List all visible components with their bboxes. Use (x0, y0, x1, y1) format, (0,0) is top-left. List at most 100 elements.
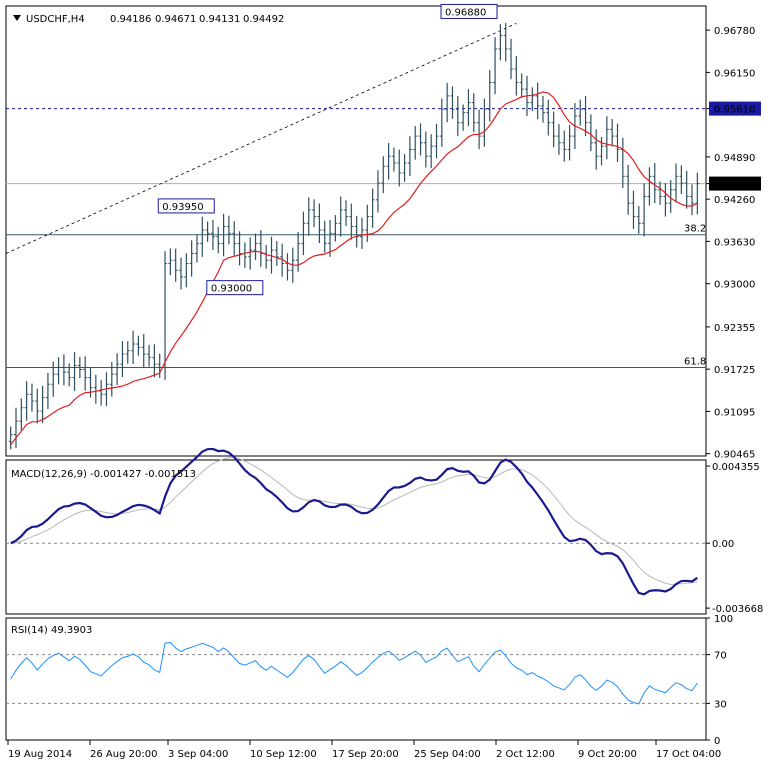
price-tick-label: 0.90465 (714, 450, 755, 461)
macd-signal-line (10, 457, 698, 585)
price-bar (391, 147, 396, 172)
x-tick-label: 2 Oct 12:00 (496, 749, 555, 760)
price-bar (338, 196, 343, 237)
svg-text:0.96880: 0.96880 (445, 7, 486, 18)
price-bar (13, 407, 18, 448)
price-bar (29, 383, 34, 412)
price-bar (24, 381, 29, 421)
price-bar (168, 248, 173, 276)
x-tick-label: 17 Sep 20:00 (332, 749, 399, 760)
price-bar (626, 164, 631, 215)
price-bar (322, 220, 327, 253)
price-bar (210, 220, 215, 251)
svg-text:0.93950: 0.93950 (162, 202, 203, 213)
price-tick-label: 0.93000 (714, 280, 755, 291)
price-bar (184, 253, 189, 288)
price-bar (610, 118, 615, 147)
price-bar (386, 142, 391, 180)
macd-panel (5, 459, 707, 615)
price-bar (487, 70, 492, 122)
price-tick-label: 0.92355 (714, 323, 755, 334)
price-bar (67, 363, 72, 387)
price-bar (636, 206, 641, 234)
price-bar (466, 89, 471, 127)
chart-symbol: USDCHF,H4 (26, 14, 85, 25)
price-bar (535, 82, 540, 120)
price-bar (51, 361, 56, 397)
price-bar (285, 253, 290, 281)
price-bar (615, 123, 620, 163)
price-bar (514, 55, 519, 96)
x-tick-label: 9 Oct 20:00 (578, 749, 637, 760)
x-tick-label: 19 Aug 2014 (8, 749, 72, 760)
price-bar (674, 163, 679, 203)
fib-label-0: 38.2 (684, 224, 706, 235)
header-low: 0.94131 (199, 14, 240, 25)
price-bar (216, 226, 221, 254)
header-close: 0.94492 (243, 14, 284, 25)
price-bar (578, 99, 583, 126)
price-tick-label: 0.96150 (714, 68, 755, 79)
price-bar (35, 388, 40, 424)
price-bar (163, 251, 168, 380)
price-bar (131, 330, 136, 365)
price-bar (482, 98, 487, 147)
price-bar (179, 257, 183, 290)
price-bar (72, 352, 77, 391)
price-bar (359, 217, 364, 249)
annotation-box-1: 0.93950 (157, 198, 215, 214)
price-bar (248, 237, 253, 270)
price-bar (19, 398, 24, 431)
x-tick-label: 17 Oct 04:00 (656, 749, 721, 760)
price-bar (679, 165, 684, 194)
svg-text:0.93000: 0.93000 (211, 284, 252, 295)
price-bar (423, 131, 428, 168)
moving-average-line (10, 91, 698, 445)
price-bar (455, 95, 460, 137)
price-bar (152, 344, 157, 378)
price-tick-label: 0.93630 (714, 237, 755, 248)
price-bar (317, 203, 322, 244)
price-bar (519, 73, 524, 99)
price-bar (269, 236, 274, 274)
price-bar (120, 341, 125, 378)
price-bar (221, 213, 226, 257)
rsi-line (10, 642, 698, 705)
rsi-tick-label: 30 (714, 699, 727, 710)
price-bar (232, 221, 237, 256)
price-bar (493, 37, 498, 95)
price-bar (83, 356, 88, 391)
price-bar (349, 203, 354, 240)
price-bar (40, 385, 45, 423)
price-bar (407, 136, 412, 177)
price-bar (631, 190, 636, 230)
header-high: 0.94671 (155, 14, 196, 25)
price-bar (658, 181, 663, 205)
price-bar (397, 149, 402, 187)
price-bar (471, 93, 476, 133)
price-bar (173, 248, 178, 282)
price-tick-label: 0.94260 (714, 195, 755, 206)
price-bar (546, 99, 551, 136)
price-bar (439, 98, 444, 147)
price-bar (647, 167, 652, 206)
price-bar (136, 335, 141, 356)
price-bar (599, 137, 604, 166)
price-bar (477, 109, 482, 150)
price-bar (381, 156, 386, 194)
price-bar (125, 341, 130, 364)
price-bar (280, 243, 285, 277)
price-bar (274, 241, 279, 266)
price-bar (56, 357, 61, 385)
price-bar (461, 104, 466, 131)
price-bar (328, 219, 333, 257)
price-bar (237, 231, 242, 266)
price-bar (194, 234, 199, 263)
price-bar (498, 24, 503, 61)
price-bar (588, 114, 593, 152)
price-bar (652, 162, 657, 204)
macd-tick-label: 0.00 (712, 539, 734, 550)
price-bar (375, 170, 380, 213)
price-bar (253, 233, 258, 260)
